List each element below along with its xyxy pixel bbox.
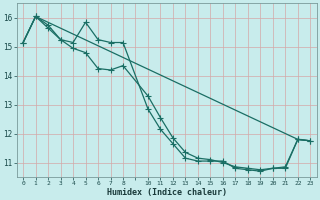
X-axis label: Humidex (Indice chaleur): Humidex (Indice chaleur) <box>107 188 227 197</box>
